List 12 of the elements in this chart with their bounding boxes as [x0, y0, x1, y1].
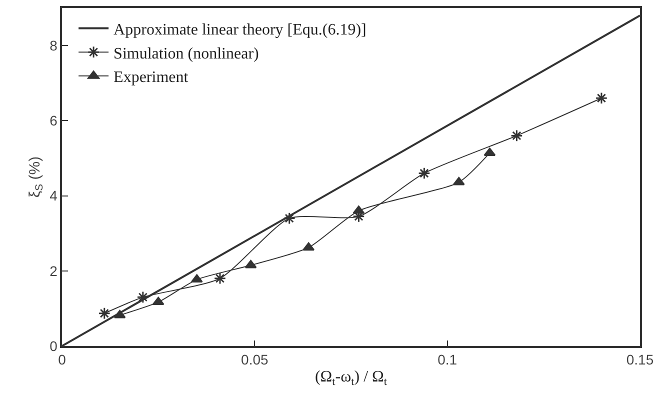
legend-label: Simulation (nonlinear) — [114, 45, 259, 62]
y-tick-label: 4 — [50, 188, 58, 204]
y-tick-label: 0 — [50, 338, 58, 354]
y-tick-label: 2 — [50, 262, 58, 279]
x-tick-label: 0.05 — [241, 352, 269, 368]
x-tick-label: 0.1 — [438, 352, 458, 368]
x-axis-title: (Ω$_{t}$-ω$_{t}$) / Ω$_{t}$ — [314, 368, 388, 388]
y-tick-label: 6 — [50, 112, 58, 129]
y-tick-label: 8 — [50, 37, 58, 54]
x-tick-label: 0.15 — [626, 352, 654, 368]
legend-label: Approximate linear theory [Equ.(6.19)] — [114, 22, 366, 39]
legend-label: Experiment — [114, 69, 189, 86]
